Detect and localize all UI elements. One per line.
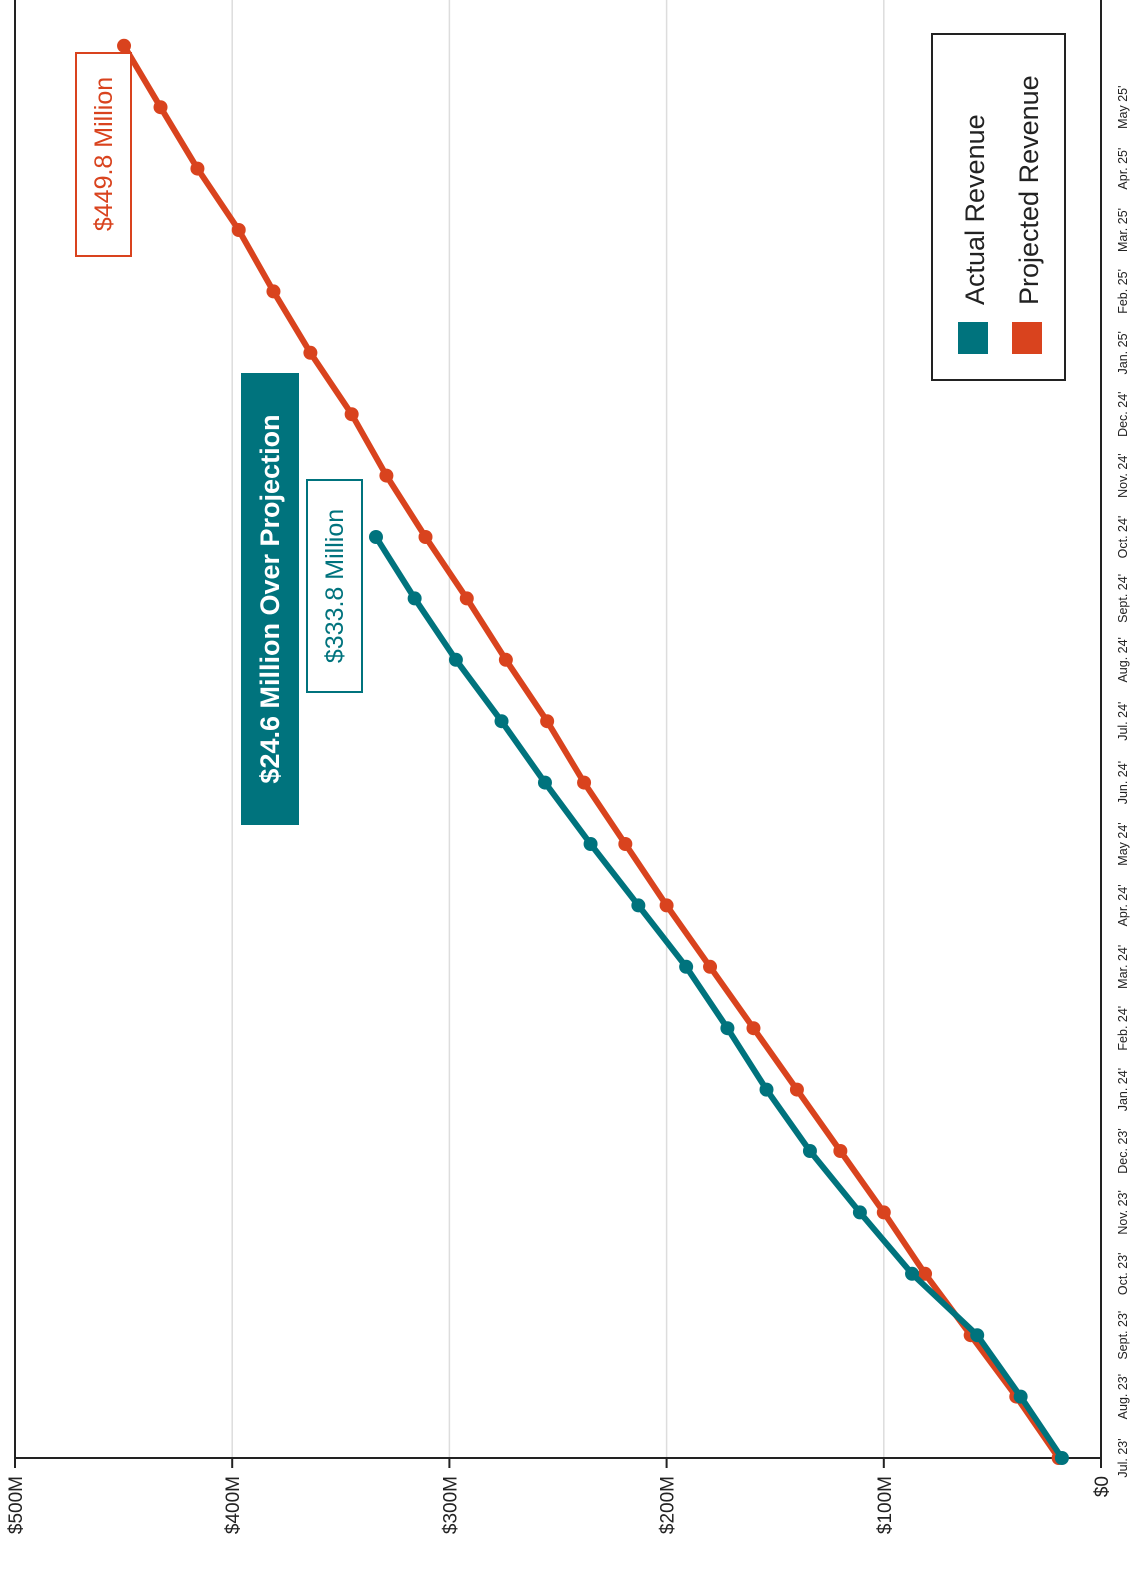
data-point <box>1013 1389 1028 1404</box>
series-projected-revenue <box>117 38 1066 1465</box>
data-point <box>498 652 513 667</box>
series-actual-revenue <box>368 530 1069 1465</box>
actual-end-label-group: $333.8 Million <box>306 479 363 693</box>
time-tick-label: Jun. 24' <box>1116 761 1130 804</box>
time-tick-label: Nov. 23' <box>1116 1190 1130 1235</box>
gridlines <box>231 0 885 1458</box>
value-tick-label: $500M <box>6 1476 27 1534</box>
data-point <box>746 1021 761 1036</box>
data-point <box>448 652 463 667</box>
legend-label-projected: Projected Revenue <box>1014 75 1044 305</box>
data-point <box>494 714 509 729</box>
axes <box>14 0 1102 1459</box>
data-point <box>833 1144 848 1158</box>
data-point <box>876 1205 891 1220</box>
value-tick-labels: $0 $100M $200M $300M $400M $500M <box>6 1458 1113 1534</box>
time-tick-label: Oct. 24' <box>1116 516 1130 559</box>
projected-end-label: $449.8 Million <box>90 77 118 231</box>
data-point <box>153 100 168 115</box>
legend: Actual Revenue Projected Revenue <box>931 33 1066 381</box>
time-tick-label: Mar. 24' <box>1116 945 1130 989</box>
actual-end-label-box <box>306 479 363 693</box>
time-tick-label: Aug. 24' <box>1116 637 1130 682</box>
data-point <box>970 1328 985 1343</box>
data-point <box>618 837 633 851</box>
data-point <box>802 1144 817 1158</box>
time-tick-label: Apr. 25' <box>1116 148 1130 190</box>
value-tick-label: $100M <box>875 1476 896 1534</box>
time-tick-label: Feb. 25' <box>1116 269 1130 314</box>
time-tick-label: Dec. 24' <box>1116 391 1130 436</box>
data-point <box>303 345 318 360</box>
time-tick-label: Jan. 24' <box>1116 1068 1130 1111</box>
time-tick-label: Jan. 25' <box>1116 331 1130 374</box>
projected-end-label-group: $449.8 Million <box>75 52 132 257</box>
actual-end-label: $333.8 Million <box>321 509 349 663</box>
time-tick-label: May 24' <box>1116 822 1130 865</box>
data-point <box>852 1205 867 1220</box>
data-point <box>379 468 394 483</box>
data-point <box>418 530 433 544</box>
value-tick-label: $300M <box>440 1476 461 1534</box>
time-tick-label: Feb. 24' <box>1116 1006 1130 1051</box>
time-tick-labels: Jul. 23' Aug. 23' Sept. 23' Oct. 23' Nov. 23… <box>1116 86 1130 1478</box>
data-point <box>266 284 281 299</box>
data-point <box>231 223 246 237</box>
data-point <box>537 775 552 790</box>
time-tick-label: Aug. 23' <box>1116 1374 1130 1419</box>
value-tick-label: $200M <box>658 1476 679 1534</box>
data-point <box>117 38 132 53</box>
time-tick-label: Jul. 23' <box>1116 1438 1130 1477</box>
data-point <box>918 1266 933 1281</box>
time-tick-label: Oct. 23' <box>1116 1252 1130 1295</box>
over-projection-callout: $24.6 Million Over Projection <box>241 373 299 825</box>
data-point <box>540 714 555 729</box>
data-point <box>631 898 646 913</box>
data-point <box>789 1082 804 1097</box>
value-tick-label: $400M <box>223 1476 244 1534</box>
legend-swatch-actual <box>958 322 988 354</box>
projected-end-label-box <box>75 52 132 257</box>
time-tick-label: May 25' <box>1116 86 1130 129</box>
legend-box <box>931 33 1066 381</box>
data-point <box>1054 1451 1069 1465</box>
time-tick-label: Apr. 24' <box>1116 884 1130 926</box>
value-tick-label: $0 <box>1092 1476 1113 1497</box>
legend-label-actual: Actual Revenue <box>960 114 990 305</box>
time-tick-label: Dec. 23' <box>1116 1128 1130 1173</box>
time-tick-label: Sept. 23' <box>1116 1311 1130 1360</box>
data-point <box>459 591 474 606</box>
data-point <box>190 161 205 176</box>
data-point <box>344 407 359 422</box>
data-point <box>368 530 383 544</box>
data-point <box>720 1021 735 1036</box>
series-line <box>372 534 1065 1461</box>
data-point <box>905 1266 920 1281</box>
data-point <box>577 775 592 790</box>
legend-swatch-projected <box>1012 322 1042 354</box>
time-tick-label: Sept. 24' <box>1116 574 1130 623</box>
time-tick-label: Jul. 24' <box>1116 702 1130 741</box>
time-tick-label: Nov. 24' <box>1116 453 1130 498</box>
callout-label: $24.6 Million Over Projection <box>255 414 285 783</box>
data-point <box>407 591 422 606</box>
series-line <box>121 42 1062 1461</box>
series-lines <box>117 38 1069 1465</box>
callout-box <box>241 373 299 825</box>
data-point <box>679 959 694 974</box>
time-tick-label: Mar. 25' <box>1116 208 1130 252</box>
data-point <box>659 898 674 913</box>
data-point <box>583 837 598 851</box>
data-point <box>759 1082 774 1097</box>
data-point <box>703 959 718 974</box>
